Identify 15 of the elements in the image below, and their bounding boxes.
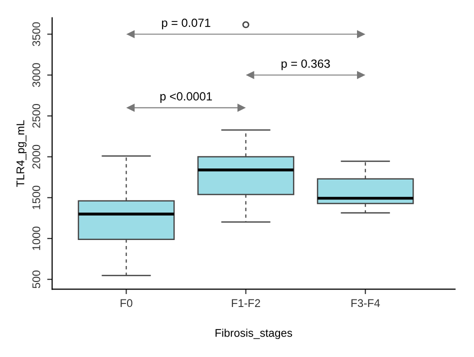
x-tick-label: F1-F2 <box>232 299 260 307</box>
y-tick-label: 1000 <box>32 226 40 250</box>
annotation: p = 0.363 <box>282 59 330 70</box>
y-axis-title: TLR4_pg_mL <box>16 120 27 187</box>
y-tick-label: 1500 <box>32 186 40 210</box>
x-axis-title: Fibrosis_stages <box>216 328 292 340</box>
x-tick-label: F3-F4 <box>351 299 380 308</box>
annotation: p = 0.071 <box>162 18 210 30</box>
y-tick-label: 2000 <box>32 144 40 169</box>
x-tick-label: F0 <box>120 299 132 308</box>
y-tick-label: 3500 <box>32 22 40 46</box>
y-tick-label: 500 <box>32 270 40 288</box>
y-tick-label: 3000 <box>32 63 40 87</box>
annotation: p <0.0001 <box>160 92 212 103</box>
y-tick-label: 2500 <box>32 104 40 128</box>
